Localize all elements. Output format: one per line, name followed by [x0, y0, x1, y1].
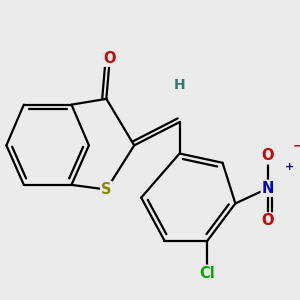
Text: O: O [262, 148, 274, 163]
Text: O: O [262, 213, 274, 228]
Text: N: N [262, 181, 274, 196]
Text: H: H [174, 78, 185, 92]
Text: −: − [292, 140, 300, 152]
Text: O: O [103, 51, 116, 66]
Text: +: + [285, 162, 294, 172]
Text: Cl: Cl [200, 266, 215, 281]
Text: S: S [101, 182, 112, 197]
